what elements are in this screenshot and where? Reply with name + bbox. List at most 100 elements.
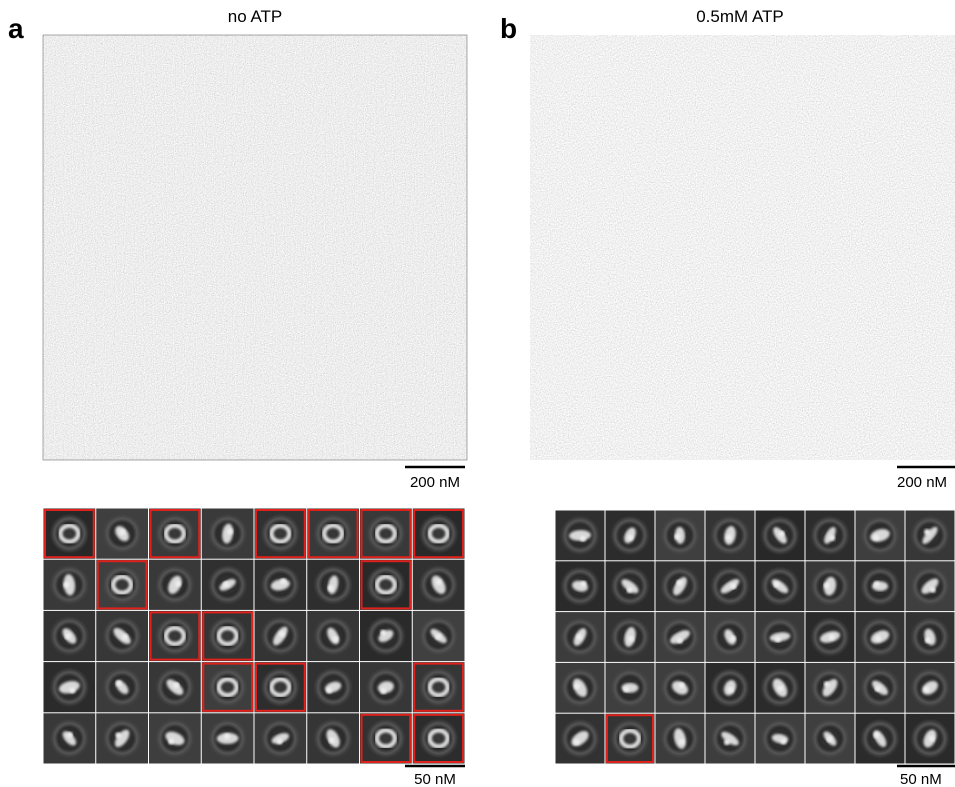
particle <box>63 574 76 596</box>
particle <box>921 578 939 594</box>
micrograph-border <box>42 34 468 461</box>
particle <box>216 625 239 647</box>
highlight-box <box>413 713 464 763</box>
particle <box>227 528 234 535</box>
particle <box>924 529 931 536</box>
particle <box>110 574 134 596</box>
particle <box>725 534 732 541</box>
particle <box>269 523 292 544</box>
particle <box>65 633 72 640</box>
particle <box>769 632 791 642</box>
particle <box>573 738 580 745</box>
particle <box>216 676 239 698</box>
particle <box>327 585 334 592</box>
particle <box>721 731 739 746</box>
particle <box>923 686 930 693</box>
particle <box>678 738 685 745</box>
particle <box>924 637 931 644</box>
particle <box>628 635 635 642</box>
class-averages <box>555 510 955 764</box>
scale-label: 50 nM <box>414 771 456 787</box>
particle <box>332 636 339 643</box>
highlight-box <box>149 611 201 661</box>
scale-label: 200 nM <box>410 474 460 491</box>
highlight-box <box>255 662 306 712</box>
particle <box>435 579 442 586</box>
highlight-box <box>149 509 201 559</box>
micrograph <box>530 35 955 460</box>
particle <box>321 523 345 544</box>
highlight-box <box>413 662 464 712</box>
particle <box>823 576 837 596</box>
particle <box>115 732 122 739</box>
particle <box>276 738 283 745</box>
particle <box>114 729 130 748</box>
particle <box>673 577 687 596</box>
tile-halo <box>207 667 248 708</box>
particle <box>730 583 737 590</box>
particle <box>829 534 836 541</box>
particle <box>326 687 333 694</box>
tile-halo <box>49 513 90 554</box>
particle <box>618 728 642 749</box>
particle <box>435 633 442 640</box>
class-averages <box>43 508 465 764</box>
micrograph <box>43 35 467 460</box>
particle <box>626 587 633 594</box>
particle <box>374 523 398 544</box>
tile-halo <box>102 564 143 605</box>
particle <box>163 625 187 647</box>
particle <box>380 629 387 636</box>
particle <box>580 580 587 587</box>
particle <box>929 586 936 593</box>
tile-halo <box>365 564 406 605</box>
particle <box>280 578 287 585</box>
particle <box>875 635 882 642</box>
particle <box>168 738 175 745</box>
particle <box>828 634 835 641</box>
tile-halo <box>365 718 406 759</box>
particle <box>873 581 880 588</box>
tile-halo <box>610 718 650 759</box>
particle <box>670 630 690 644</box>
highlight-box <box>307 509 359 559</box>
particle <box>572 678 588 698</box>
particle <box>873 534 880 541</box>
particle <box>427 728 450 749</box>
particle <box>69 687 76 694</box>
particle <box>427 676 450 698</box>
highlight-box <box>202 662 253 712</box>
particle <box>115 680 122 687</box>
particle <box>223 733 230 740</box>
tile-halo <box>154 513 195 554</box>
panel-title: no ATP <box>228 7 283 26</box>
tile-halo <box>260 667 301 708</box>
particle <box>873 731 880 738</box>
panel-label: b <box>500 13 517 44</box>
tile-halo <box>418 513 459 554</box>
particle <box>66 731 73 738</box>
tile-halo <box>418 667 459 708</box>
particle <box>58 523 81 544</box>
particle <box>730 635 737 642</box>
particle <box>279 631 286 638</box>
particle <box>271 733 290 744</box>
highlight-box <box>255 509 306 559</box>
particle <box>674 533 681 540</box>
particle <box>380 687 387 694</box>
particle <box>773 581 780 588</box>
tile-halo <box>260 513 301 554</box>
panel-label: a <box>8 13 24 44</box>
particle <box>269 676 292 698</box>
particle <box>168 575 182 594</box>
particle <box>823 681 830 688</box>
particle <box>621 579 639 594</box>
particle <box>727 686 734 693</box>
particle <box>175 580 182 587</box>
scale-label: 200 nM <box>897 474 947 491</box>
particle <box>576 633 583 640</box>
particle <box>374 574 398 596</box>
particle <box>223 581 230 588</box>
particle <box>573 683 580 690</box>
particle <box>113 627 131 645</box>
